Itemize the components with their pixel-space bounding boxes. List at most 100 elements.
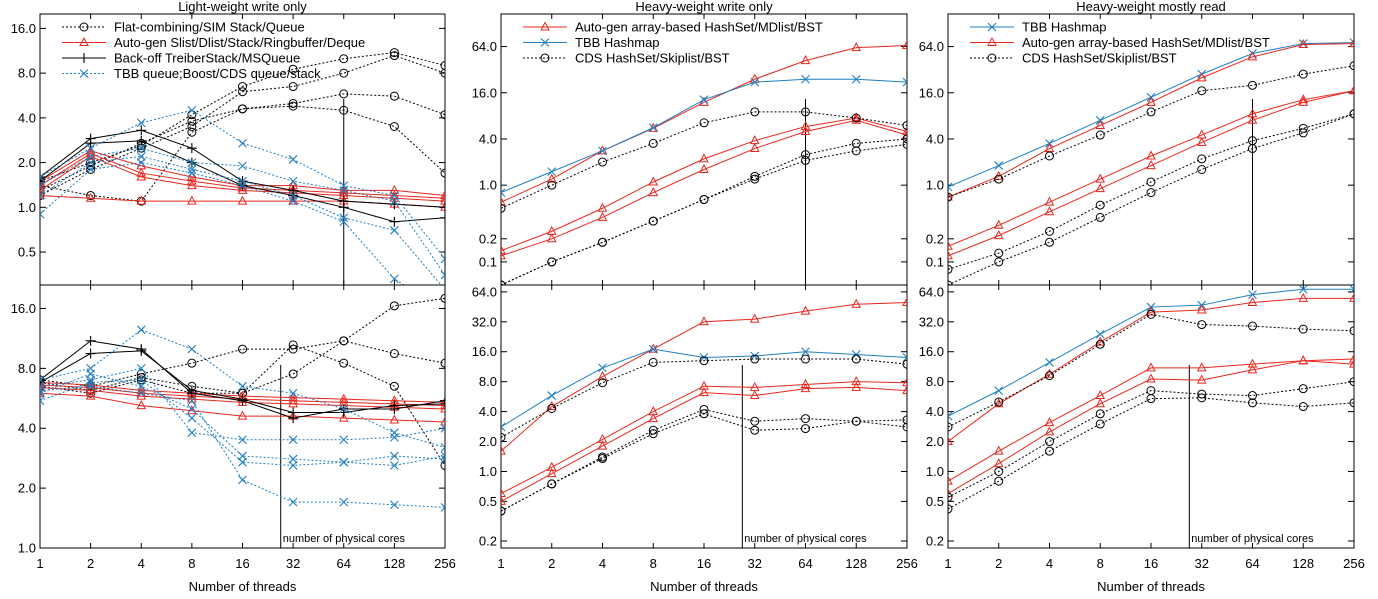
data-point [1349,377,1354,387]
data-point [648,344,658,354]
data-point [1095,329,1105,339]
series-path [501,143,907,285]
data-point [288,407,299,418]
data-point [902,296,907,307]
data-point [1248,391,1257,401]
data-point [546,173,557,183]
y-tick-label: 0.5 [926,494,944,509]
data-point [648,176,659,186]
data-point [801,414,810,424]
chart-title: Heavy-weight write only [635,0,773,14]
data-point [1197,393,1207,403]
data-point [1044,426,1055,436]
data-point [547,403,557,413]
legend-marker [987,22,997,32]
legend-entry: Auto-gen array-based HashSet/MDlist/BST [970,35,1270,50]
legend-label: Back-off TreiberStack/MSQueue [114,51,300,66]
data-point [851,114,862,124]
data-point [339,497,349,507]
series-path [501,138,907,285]
data-point [546,461,557,471]
data-point [288,64,298,74]
data-point [1248,321,1257,331]
series-line [948,292,1354,446]
series-line [40,335,445,424]
series-line [501,107,907,213]
data-point [1095,119,1106,129]
data-point [598,237,607,247]
legend-marker [987,36,997,46]
data-point [948,411,953,421]
data-point [40,181,45,191]
data-point [1146,394,1156,404]
y-tick-label: 64.0 [472,39,497,54]
data-point [851,138,861,148]
y-tick-label: 0.1 [479,254,497,269]
data-point [238,457,247,467]
legend-marker [987,53,997,63]
legend-marker [79,53,89,63]
data-point [501,487,506,498]
x-tick-label: 1 [944,556,951,571]
data-point [389,400,400,411]
data-point [1248,290,1257,300]
data-point [389,51,399,61]
data-point [993,445,1004,455]
data-point [288,435,298,445]
y-tick-label: 16.0 [11,301,36,316]
data-point [851,146,861,156]
y-tick-label: 8.0 [18,66,36,81]
x-tick-label: 8 [1097,556,1104,571]
data-point [440,451,445,461]
data-point [440,195,445,205]
x-tick-label: 1 [36,556,43,571]
series-path [501,119,907,257]
data-point [440,396,445,406]
series-path [948,397,1354,510]
y-tick-label: 1.0 [926,178,944,193]
series-path [40,297,445,387]
data-point [1248,398,1257,408]
data-point [948,250,953,260]
subplot-top: 0.1 0.2 1.0 4.0 16.0 64.0 [919,13,1355,286]
data-point [440,201,445,211]
data-point [1197,86,1207,96]
data-point [85,390,96,400]
data-point [40,382,45,392]
y-tick-label: 2.0 [18,155,36,170]
data-point [40,189,45,200]
chart-panel-1: Light-weight write only0.51.02.04.08.016… [11,0,456,594]
x-tick-label: 1 [497,556,504,571]
legend-marker [79,69,89,78]
legend-label: CDS HashSet/Skiplist/BST [575,51,730,66]
data-point [238,451,247,461]
data-point [501,203,506,213]
data-point [699,118,709,128]
data-point [1146,150,1156,160]
data-point [187,168,197,178]
series-line [501,381,907,505]
data-point [993,219,1004,229]
data-point [699,163,709,173]
data-point [1045,446,1054,456]
series-line [501,74,907,197]
data-point [1146,177,1156,187]
data-point [801,150,810,160]
y-tick-label: 64.0 [919,39,944,54]
series-line [948,393,1354,514]
data-point [902,377,907,387]
data-point [1298,39,1308,48]
data-point [1146,309,1156,319]
data-point [136,135,147,146]
series-line [948,109,1354,285]
data-point [1146,96,1156,106]
series-line [948,109,1354,274]
series-line [948,61,1354,202]
y-tick-label: 2.0 [479,434,497,449]
data-point [1045,226,1054,236]
series-path [501,386,907,502]
y-tick-label: 0.2 [926,533,944,548]
data-point [1196,72,1207,82]
legend-label: CDS HashSet/Skiplist/BST [1022,51,1177,66]
data-point [902,125,907,136]
